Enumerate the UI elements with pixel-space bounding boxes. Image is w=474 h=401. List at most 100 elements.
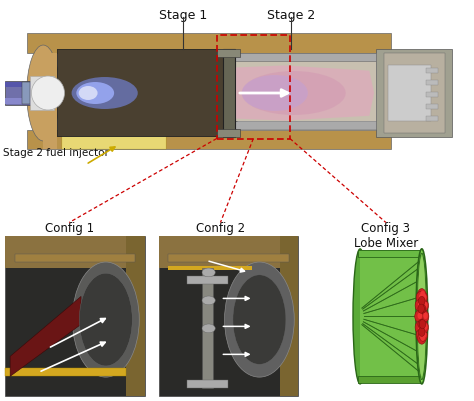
Bar — [22, 82, 30, 104]
Bar — [235, 121, 376, 130]
Bar — [5, 82, 31, 87]
Bar — [426, 104, 438, 109]
Ellipse shape — [418, 304, 424, 313]
Ellipse shape — [420, 300, 428, 312]
Text: Stage 2 fuel injector: Stage 2 fuel injector — [3, 148, 109, 158]
Ellipse shape — [242, 75, 308, 111]
Bar — [168, 254, 289, 262]
Ellipse shape — [419, 292, 428, 304]
Bar — [235, 61, 376, 121]
Ellipse shape — [418, 323, 422, 330]
Ellipse shape — [419, 304, 426, 313]
Ellipse shape — [418, 320, 424, 329]
Ellipse shape — [418, 332, 426, 344]
Ellipse shape — [419, 331, 424, 338]
Bar — [187, 379, 228, 388]
Ellipse shape — [202, 268, 215, 277]
Polygon shape — [10, 296, 81, 376]
Ellipse shape — [416, 292, 425, 304]
Polygon shape — [57, 49, 237, 137]
Ellipse shape — [202, 324, 215, 333]
Bar — [5, 368, 126, 376]
Bar — [388, 65, 431, 122]
Ellipse shape — [31, 76, 64, 110]
Text: Stage 2: Stage 2 — [267, 10, 316, 22]
Ellipse shape — [418, 289, 426, 301]
Bar — [235, 53, 376, 61]
Text: Config 2
Radial Jets: Config 2 Radial Jets — [190, 223, 251, 251]
Bar — [5, 98, 31, 104]
Bar — [5, 81, 31, 105]
Bar — [15, 254, 136, 262]
Ellipse shape — [420, 310, 429, 322]
Bar — [5, 237, 145, 268]
Ellipse shape — [420, 291, 425, 297]
Ellipse shape — [73, 262, 139, 377]
Ellipse shape — [76, 82, 114, 104]
Bar — [217, 34, 290, 139]
Ellipse shape — [419, 320, 426, 329]
Bar — [217, 130, 240, 137]
Bar — [383, 53, 445, 133]
Ellipse shape — [420, 334, 425, 341]
Ellipse shape — [202, 296, 215, 305]
Ellipse shape — [420, 321, 428, 333]
Ellipse shape — [422, 294, 427, 300]
Ellipse shape — [423, 323, 428, 330]
Ellipse shape — [419, 296, 425, 306]
Ellipse shape — [418, 302, 422, 308]
Bar — [62, 136, 166, 149]
Bar — [30, 76, 54, 110]
Ellipse shape — [79, 86, 98, 100]
Text: Config 3
Lobe Mixer: Config 3 Lobe Mixer — [354, 223, 418, 251]
Bar — [223, 49, 235, 137]
Ellipse shape — [415, 310, 423, 322]
Text: Config 1
Annular Gap: Config 1 Annular Gap — [32, 223, 106, 251]
Bar — [0, 1, 474, 225]
Ellipse shape — [79, 273, 132, 366]
Ellipse shape — [242, 71, 346, 115]
Ellipse shape — [415, 300, 424, 312]
Polygon shape — [358, 249, 422, 257]
Bar — [159, 237, 299, 268]
Polygon shape — [358, 376, 422, 383]
Bar — [426, 92, 438, 97]
Bar — [159, 237, 299, 396]
Ellipse shape — [418, 312, 422, 319]
Polygon shape — [236, 65, 374, 121]
Ellipse shape — [423, 302, 428, 308]
Ellipse shape — [353, 249, 367, 384]
Ellipse shape — [422, 331, 427, 338]
Ellipse shape — [415, 321, 424, 333]
Bar — [187, 275, 228, 284]
Bar — [126, 237, 145, 396]
Bar — [27, 130, 391, 149]
Ellipse shape — [72, 77, 138, 109]
Ellipse shape — [423, 312, 428, 319]
Ellipse shape — [419, 294, 424, 300]
Ellipse shape — [225, 262, 294, 377]
Bar — [310, 237, 469, 396]
Bar — [27, 33, 391, 53]
Ellipse shape — [417, 253, 426, 380]
Ellipse shape — [233, 275, 286, 365]
Bar — [426, 116, 438, 121]
Ellipse shape — [416, 249, 428, 384]
Ellipse shape — [419, 327, 425, 336]
Ellipse shape — [27, 45, 60, 141]
Bar — [168, 265, 252, 270]
Ellipse shape — [419, 329, 428, 341]
Bar — [376, 49, 452, 137]
Bar — [201, 268, 213, 388]
Bar — [62, 136, 166, 149]
Polygon shape — [360, 249, 422, 383]
Bar — [426, 80, 438, 85]
Bar — [43, 53, 57, 149]
Polygon shape — [10, 292, 86, 356]
Bar — [5, 237, 145, 396]
Bar — [426, 68, 438, 73]
Bar — [280, 237, 299, 396]
Ellipse shape — [418, 257, 426, 376]
Bar — [217, 49, 240, 57]
Text: Stage 1: Stage 1 — [158, 10, 207, 22]
